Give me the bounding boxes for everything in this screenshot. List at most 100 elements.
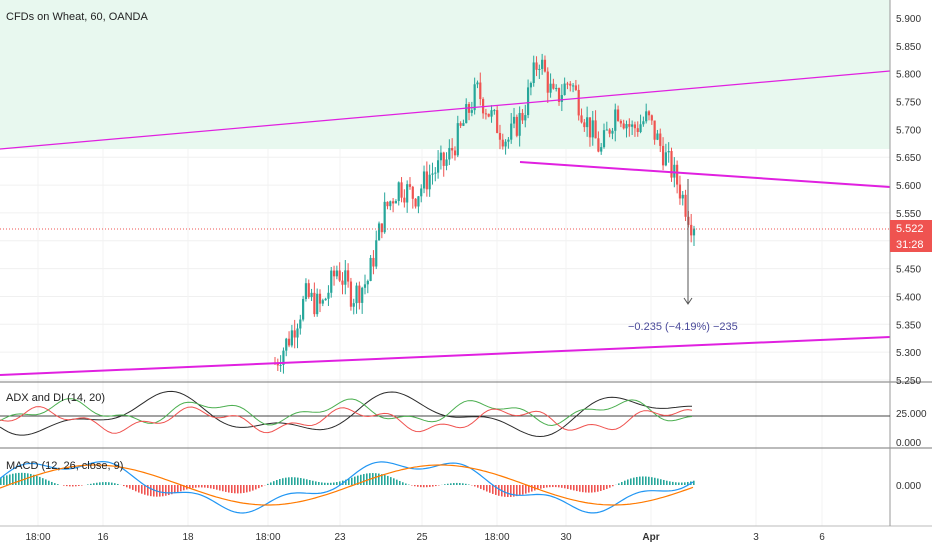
price-tick-label: 5.700 xyxy=(896,125,921,136)
macd-hist-bar xyxy=(402,482,404,485)
macd-hist-bar xyxy=(687,481,689,485)
candle-body xyxy=(681,194,684,199)
macd-hist-bar xyxy=(132,485,134,490)
macd-hist-bar xyxy=(429,485,431,487)
candle-body xyxy=(313,292,316,315)
candle-body xyxy=(304,283,308,300)
candle-body xyxy=(684,194,687,217)
candle-body xyxy=(425,171,428,190)
macd-hist-bar xyxy=(150,485,152,497)
macd-hist-bar xyxy=(45,479,47,485)
macd-hist-bar xyxy=(447,483,449,485)
candle-body xyxy=(535,62,538,70)
candle-body xyxy=(318,293,322,304)
candle-body xyxy=(400,182,403,198)
macd-hist-bar xyxy=(450,483,452,485)
macd-hist-bar xyxy=(672,481,674,485)
candle-body xyxy=(442,152,445,166)
macd-hist-bar xyxy=(465,483,467,485)
candle-body xyxy=(386,201,389,207)
macd-hist-bar xyxy=(168,485,170,496)
price-tick-label: 5.250 xyxy=(896,376,921,387)
candle-body xyxy=(428,174,431,190)
candle-body xyxy=(501,139,504,147)
macd-hist-bar xyxy=(513,485,515,497)
macd-hist-bar xyxy=(108,482,110,485)
macd-hist-bar xyxy=(225,485,227,492)
macd-hist-bar xyxy=(582,485,584,493)
macd-hist-bar xyxy=(63,485,65,486)
price-tick-label: 5.600 xyxy=(896,181,921,192)
candle-body xyxy=(647,111,651,116)
macd-hist-bar xyxy=(564,485,566,489)
macd-hist-bar xyxy=(561,485,563,488)
candle-body xyxy=(456,123,459,156)
candle-body xyxy=(560,95,563,102)
macd-hist-bar xyxy=(165,485,167,496)
candle-body xyxy=(279,364,282,366)
candle-body xyxy=(622,123,625,129)
macd-hist-bar xyxy=(129,485,131,489)
candle-body xyxy=(594,120,597,139)
price-tick-label: 5.800 xyxy=(896,70,921,81)
macd-hist-bar xyxy=(102,482,104,485)
candle-body xyxy=(611,130,614,134)
candle-body xyxy=(543,59,547,72)
macd-hist-bar xyxy=(180,485,182,492)
price-tick-label: 5.400 xyxy=(896,292,921,303)
macd-hist-bar xyxy=(327,482,329,485)
macd-hist-bar xyxy=(663,479,665,485)
macd-hist-bar xyxy=(549,485,551,488)
measure-label: −0.235 (−4.19%) −235 xyxy=(628,321,738,333)
time-tick-label: 16 xyxy=(97,532,109,543)
macd-hist-bar xyxy=(312,480,314,485)
macd-hist-bar xyxy=(354,476,356,485)
candle-body xyxy=(504,141,507,147)
candle-body xyxy=(628,124,631,127)
macd-hist-bar xyxy=(387,475,389,485)
upper-trendline[interactable] xyxy=(0,70,891,150)
macd-hist-bar xyxy=(372,473,374,485)
candle-body xyxy=(358,285,361,303)
time-axis[interactable]: 18:00 16 18 18:00 23 25 18:00 30 Apr 3 6 xyxy=(25,532,825,543)
candle-body xyxy=(392,201,395,204)
candle-body xyxy=(363,284,367,288)
macd-hist-bar xyxy=(33,474,35,485)
macd-hist-bar xyxy=(405,483,407,485)
macd-hist-bar xyxy=(42,478,44,485)
candle-body xyxy=(577,89,580,116)
macd-hist-bar xyxy=(285,477,287,485)
candle-body xyxy=(619,120,622,124)
signal-line xyxy=(0,464,694,506)
macd-hist-bar xyxy=(492,485,494,494)
macd-hist-bar xyxy=(444,484,446,485)
candle-body xyxy=(420,188,423,197)
macd-hist-bar xyxy=(18,472,20,485)
macd-hist-bar xyxy=(579,485,581,492)
macd-hist-bar xyxy=(210,485,212,489)
time-tick-label: 25 xyxy=(416,532,428,543)
macd-hist-bar xyxy=(627,479,629,485)
macd-hist-bar xyxy=(456,482,458,485)
countdown-value: 31:28 xyxy=(896,239,924,251)
macd-hist-bar xyxy=(243,485,245,493)
macd-hist-bar xyxy=(270,482,272,485)
candle-body xyxy=(496,110,499,133)
candle-body xyxy=(383,201,386,233)
lower-trendline[interactable] xyxy=(0,336,891,376)
candle-body xyxy=(453,150,457,156)
price-axis[interactable]: 5.900 5.850 5.800 5.750 5.700 5.650 5.600 5.550… xyxy=(896,14,927,492)
adx-title: ADX and DI (14, 20) xyxy=(6,392,105,404)
macd-hist-bar xyxy=(336,482,338,485)
macd-hist-bar xyxy=(645,476,647,485)
neckline[interactable] xyxy=(519,161,891,188)
macd-hist-bar xyxy=(21,472,23,485)
macd-hist-bar xyxy=(528,485,530,493)
time-tick-label: 30 xyxy=(560,532,572,543)
macd-hist-bar xyxy=(267,483,269,485)
time-tick-label: 18:00 xyxy=(255,532,280,543)
macd-hist-bar xyxy=(126,485,128,488)
macd-hist-bar xyxy=(255,485,257,490)
